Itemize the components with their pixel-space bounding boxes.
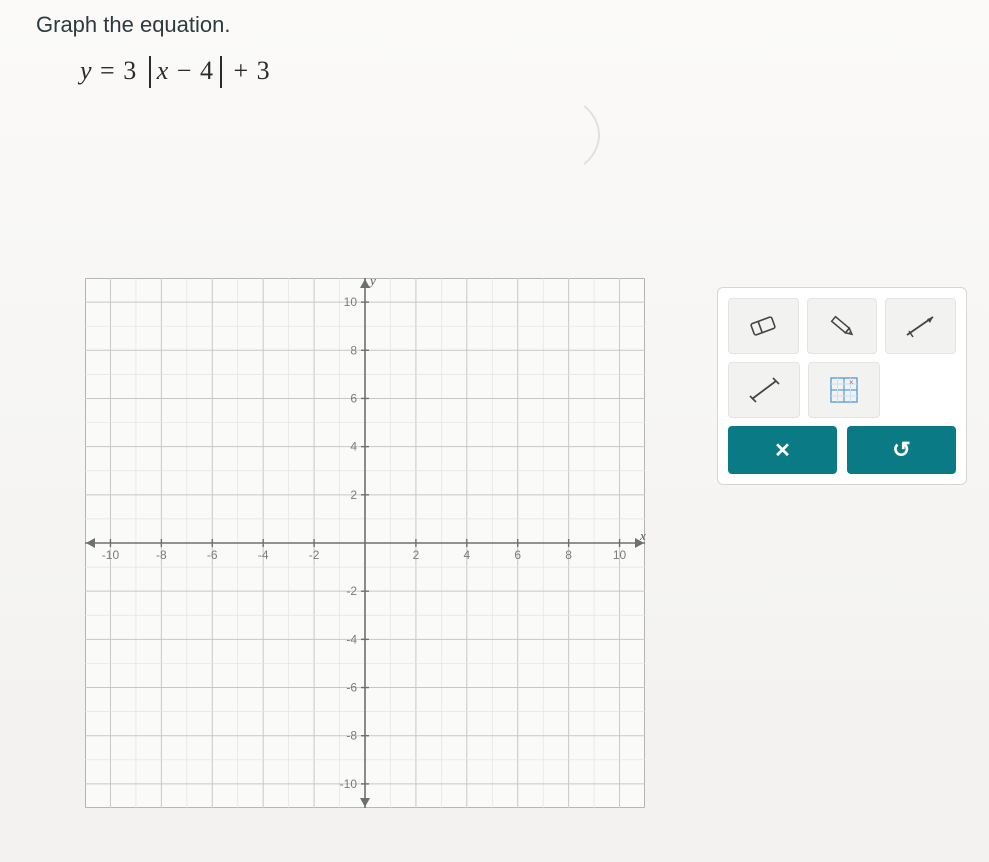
svg-text:-8: -8 — [156, 548, 167, 562]
svg-text:10: 10 — [613, 548, 627, 562]
svg-text:-4: -4 — [346, 632, 357, 646]
svg-text:2: 2 — [413, 548, 420, 562]
svg-text:4: 4 — [463, 548, 470, 562]
clear-button[interactable]: ✕ — [728, 426, 837, 474]
svg-text:4: 4 — [350, 440, 357, 454]
equation-tail-op: + — [233, 56, 249, 85]
svg-text:-6: -6 — [346, 681, 357, 695]
pencil-tool-button[interactable] — [807, 298, 878, 354]
svg-text:-8: -8 — [346, 729, 357, 743]
tool-row-2: × — [728, 362, 956, 418]
stray-arc-mark — [480, 90, 600, 180]
svg-text:8: 8 — [565, 548, 572, 562]
segment-icon — [744, 373, 784, 407]
segment-tool-button[interactable] — [728, 362, 800, 418]
svg-text:-6: -6 — [207, 548, 218, 562]
equation-abs-var: x — [157, 56, 170, 85]
svg-text:-2: -2 — [346, 584, 357, 598]
equation-tail-const: 3 — [257, 56, 271, 85]
pencil-icon — [825, 312, 859, 340]
svg-text:×: × — [849, 378, 854, 387]
ray-icon — [901, 311, 941, 341]
drawing-toolbox: × ✕ ↺ — [717, 287, 967, 485]
question-page: Graph the equation. y = 3 x − 4 + 3 -10-… — [0, 0, 989, 862]
point-grid-icon: × — [827, 375, 861, 405]
svg-text:-4: -4 — [258, 548, 269, 562]
tool-row-1 — [728, 298, 956, 354]
graph-area[interactable]: -10 -8 -6 -4 -2 2 4 6 8 10 10 8 6 4 2 -2 -4 -6 -8 -10 y x — [65, 270, 665, 825]
equation-abs: x − 4 — [149, 56, 222, 88]
undo-button[interactable]: ↺ — [847, 426, 956, 474]
eraser-tool-button[interactable] — [728, 298, 799, 354]
svg-text:-10: -10 — [340, 777, 358, 791]
svg-text:-2: -2 — [309, 548, 320, 562]
eraser-icon — [746, 314, 780, 338]
equation-abs-const: 4 — [200, 56, 214, 85]
graph-canvas[interactable]: -10 -8 -6 -4 -2 2 4 6 8 10 10 8 6 4 2 -2 -4 -6 -8 -10 — [85, 278, 645, 808]
action-row: ✕ ↺ — [728, 426, 956, 474]
undo-icon: ↺ — [892, 437, 910, 463]
svg-text:10: 10 — [344, 295, 358, 309]
ray-tool-button[interactable] — [885, 298, 956, 354]
point-grid-tool-button[interactable]: × — [808, 362, 880, 418]
svg-text:6: 6 — [514, 548, 521, 562]
equation-lhs-var: y — [80, 56, 93, 85]
clear-icon: ✕ — [774, 438, 791, 463]
equation-display: y = 3 x − 4 + 3 — [80, 56, 989, 88]
svg-text:-10: -10 — [102, 548, 120, 562]
svg-text:8: 8 — [350, 343, 357, 357]
x-axis-label: x — [640, 528, 646, 544]
y-axis-label: y — [370, 273, 376, 289]
svg-text:2: 2 — [350, 488, 357, 502]
svg-text:6: 6 — [350, 391, 357, 405]
question-prompt: Graph the equation. — [36, 12, 989, 38]
equation-abs-op: − — [177, 56, 193, 85]
equation-eq-sign: = — [100, 56, 116, 85]
equation-coeff: 3 — [123, 56, 137, 85]
